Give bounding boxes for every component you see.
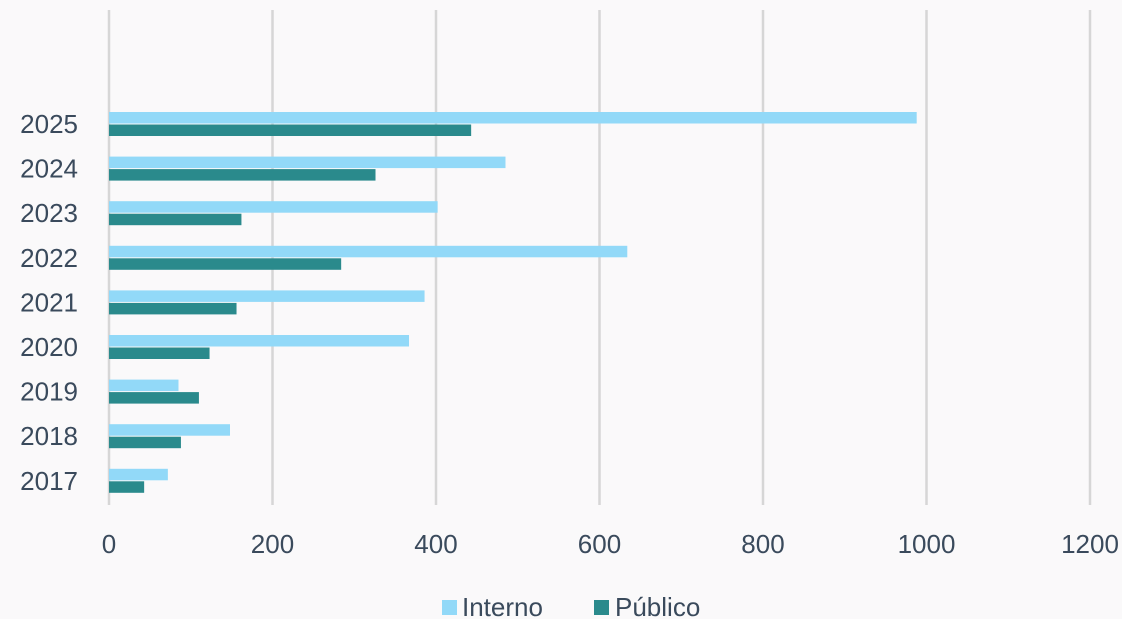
- y-tick-label: 2023: [20, 198, 78, 228]
- y-tick-label: 2025: [20, 109, 78, 139]
- x-tick-label: 800: [741, 529, 784, 559]
- legend: Interno Público: [442, 592, 700, 619]
- bar-interno-2017: [109, 468, 168, 481]
- y-tick-label: 2017: [20, 466, 78, 496]
- bar-pblico-2020: [109, 347, 210, 359]
- legend-swatch-interno: [442, 600, 457, 615]
- bar-interno-2020: [109, 335, 410, 347]
- bar-pblico-2021: [109, 302, 237, 315]
- bar-pblico-2022: [109, 258, 342, 270]
- bar-interno-2025: [109, 112, 917, 124]
- y-tick-label: 2019: [20, 377, 78, 407]
- bar-pblico-2018: [109, 436, 181, 449]
- bar-interno-2018: [109, 424, 230, 436]
- bar-interno-2022: [109, 245, 628, 258]
- y-axis-tick-labels: 2025 2024 2023 2022 2021 2020 2019 2018 2017: [20, 109, 78, 496]
- y-tick-label: 2020: [20, 332, 78, 362]
- bar-interno-2024: [109, 156, 506, 169]
- bar-interno-2021: [109, 290, 425, 302]
- bar-interno-2023: [109, 201, 438, 213]
- x-axis-tick-labels: 0 200 400 600 800 1000 1200: [102, 529, 1119, 559]
- bar-pblico-2024: [109, 169, 376, 181]
- legend-label: Interno: [462, 592, 543, 619]
- legend-label: Público: [615, 592, 700, 619]
- x-tick-label: 1000: [898, 529, 956, 559]
- x-tick-label: 200: [251, 529, 294, 559]
- gridlines: [107, 10, 1092, 505]
- y-tick-label: 2021: [20, 287, 78, 317]
- x-tick-label: 1200: [1061, 529, 1119, 559]
- bar-pblico-2023: [109, 213, 242, 226]
- y-tick-label: 2022: [20, 243, 78, 273]
- x-tick-label: 400: [414, 529, 457, 559]
- bar-pblico-2017: [109, 481, 145, 493]
- bar-pblico-2019: [109, 392, 199, 404]
- bar-pblico-2025: [109, 124, 472, 136]
- x-tick-label: 0: [102, 529, 116, 559]
- y-tick-label: 2018: [20, 421, 78, 451]
- bar-interno-2019: [109, 379, 179, 392]
- x-tick-label: 600: [578, 529, 621, 559]
- legend-swatch-pblico: [594, 600, 609, 615]
- bars: [109, 112, 917, 493]
- y-tick-label: 2024: [20, 154, 78, 184]
